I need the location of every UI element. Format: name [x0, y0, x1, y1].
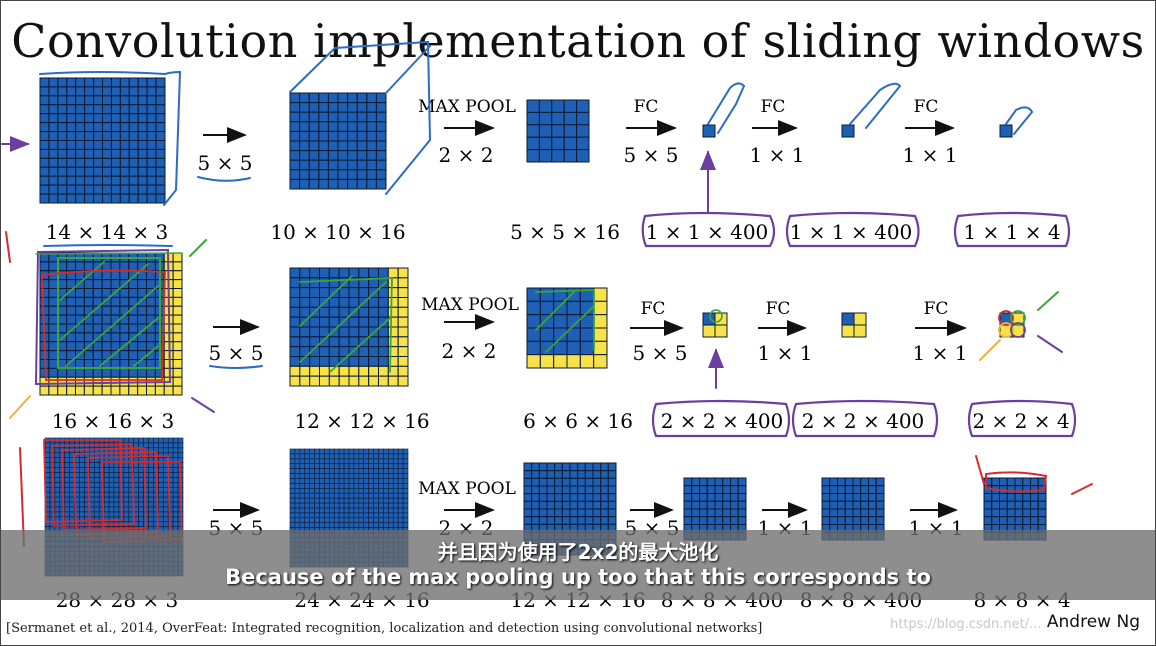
row2-fc1-out-label: 2 × 2 × 400: [661, 409, 784, 433]
row2-pool-out-label: 6 × 6 × 16: [523, 409, 633, 433]
row2-fc1-label: FC: [641, 299, 666, 319]
subtitle-chinese: 并且因为使用了2x2的最大池化: [437, 540, 719, 564]
watermark: https://blog.csdn.net/...: [890, 617, 1042, 632]
slide-title: Convolution implementation of sliding wi…: [11, 14, 1145, 68]
row2-pool-size: 2 × 2: [442, 339, 497, 363]
row1-fc1-label: FC: [634, 97, 659, 117]
row1-fc2-grid: [841, 124, 855, 138]
row1-fc2-out-label: 1 × 1 × 400: [790, 220, 913, 244]
row1-fc3-size: 1 × 1: [903, 143, 958, 167]
row1: 5 × 5 MAX POOL 2 × 2 FC 5 × 5 FC 1 × 1 F…: [1, 40, 1071, 248]
row1-input-label: 14 × 14 × 3: [46, 220, 169, 244]
subtitle-bar: [0, 530, 1156, 600]
row2-pool-label: MAX POOL: [421, 295, 519, 315]
row1-fc1-out-label: 1 × 1 × 400: [646, 220, 769, 244]
row1-pool-size: 2 × 2: [439, 143, 494, 167]
row1-conv-out-label: 10 × 10 × 16: [270, 220, 405, 244]
row1-input-grid: [39, 77, 166, 204]
row2-fc1-grid: [702, 312, 728, 338]
subtitle-english: Because of the max pooling up too that t…: [225, 565, 931, 589]
row2-fc3-out-label: 2 × 2 × 4: [972, 409, 1069, 433]
row2-fc2-out-label: 2 × 2 × 400: [802, 409, 925, 433]
row1-annotations: [1, 40, 1071, 248]
row1-fc2-size: 1 × 1: [750, 143, 805, 167]
row2-fc1-size: 5 × 5: [633, 341, 688, 365]
row1-fc1-size: 5 × 5: [624, 143, 679, 167]
row2-fc2-label: FC: [766, 299, 791, 319]
row1-pool-label: MAX POOL: [418, 97, 516, 117]
row1-pool-grid: [526, 99, 590, 163]
row2-input-label: 16 × 16 × 3: [52, 409, 175, 433]
row2-conv-out-label: 12 × 12 × 16: [294, 409, 429, 433]
row2-fc3-size: 1 × 1: [913, 341, 968, 365]
row2-fc3-label: FC: [924, 299, 949, 319]
row1-fc3-grid: [999, 124, 1013, 138]
author-name: Andrew Ng: [1046, 612, 1140, 632]
row2-pool-grid: [526, 287, 608, 369]
citation: [Sermanet et al., 2014, OverFeat: Integr…: [6, 621, 763, 636]
row2-annotations: [5, 231, 1077, 438]
row2-fc2-grid: [841, 312, 867, 338]
row2-input-grid: [39, 252, 183, 396]
row1-fc3-label: FC: [914, 97, 939, 117]
row1-conv-label: 5 × 5: [198, 151, 253, 175]
row2-fc3-grid: [999, 312, 1025, 338]
row2: 5 × 5 MAX POOL 2 × 2 FC 5 × 5 FC 1 × 1 F…: [5, 231, 1077, 438]
row2-fc2-size: 1 × 1: [758, 341, 813, 365]
row1-fc2-label: FC: [761, 97, 786, 117]
row1-pool-out-label: 5 × 5 × 16: [510, 220, 620, 244]
row3-pool-label: MAX POOL: [418, 479, 516, 499]
row1-conv-grid: [289, 92, 387, 190]
row1-fc1-grid: [702, 124, 716, 138]
row1-fc3-out-label: 1 × 1 × 4: [963, 220, 1060, 244]
row2-conv-label: 5 × 5: [209, 341, 264, 365]
